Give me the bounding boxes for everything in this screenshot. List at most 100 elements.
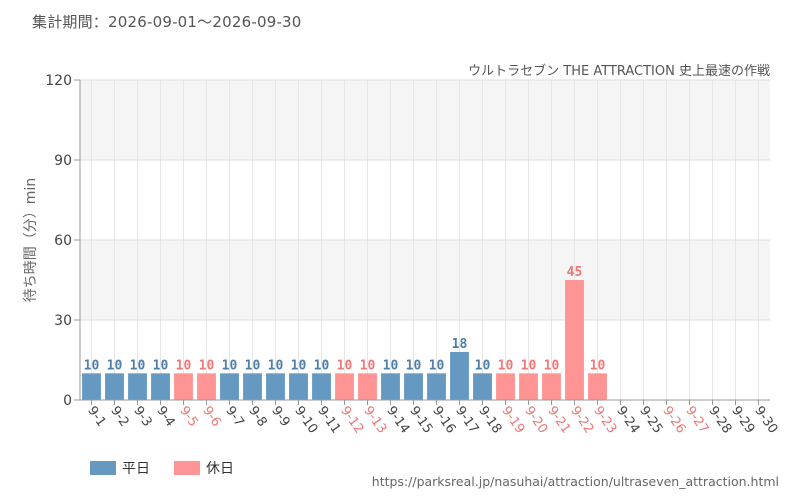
bar [82,373,101,400]
bar [174,373,193,400]
legend-swatch-weekday [90,461,116,475]
bar [335,373,354,400]
y-tick-label: 90 [54,153,72,169]
x-tick-label: 9-8 [245,404,269,430]
value-label: 10 [291,358,307,373]
x-tick-label: 9-23 [590,404,619,437]
x-tick-label: 9-16 [429,404,458,437]
bar [427,373,446,400]
x-tick-label: 9-28 [705,404,734,437]
bar [404,373,423,400]
value-label: 10 [429,358,445,373]
value-label: 10 [107,358,123,373]
x-tick-label: 9-13 [360,404,389,437]
bar [496,373,515,400]
x-tick-label: 9-15 [406,404,435,437]
value-label: 10 [84,358,100,373]
period-label: 集計期間：2026-09-01～2026-09-30 [32,13,302,31]
x-tick-label: 9-21 [544,404,573,437]
legend-item-holiday: 休日 [174,458,234,478]
x-tick-label: 9-14 [383,404,412,437]
bar [519,373,538,400]
y-tick-label: 60 [54,233,72,249]
x-tick-label: 9-18 [475,404,504,437]
bar [588,373,607,400]
bar [473,373,492,400]
bar [197,373,216,400]
x-tick-label: 9-2 [107,404,131,430]
value-label: 10 [153,358,169,373]
x-tick-label: 9-20 [521,404,550,437]
value-label: 10 [475,358,491,373]
value-label: 10 [222,358,238,373]
bar [128,373,147,400]
value-label: 10 [314,358,330,373]
source-url[interactable]: https://parksreal.jp/nasuhai/attraction/… [371,474,779,489]
x-tick-label: 9-3 [130,404,154,430]
value-labels: 10 10 10 10 10 10 10 10 10 10 10 10 10 10 10 10 18 10 10 10… [84,265,606,373]
vertical-gridlines [91,80,759,400]
x-tick-label: 9-10 [291,404,320,437]
chart-title: ウルトラセブン THE ATTRACTION 史上最速の作戦 [468,63,770,79]
bar [565,280,584,400]
x-tick-label: 9-11 [314,404,343,437]
legend-label-weekday: 平日 [122,461,150,477]
value-label: 10 [498,358,514,373]
x-tick-label: 9-25 [636,404,665,437]
x-tick-label: 9-19 [498,404,527,437]
value-label: 10 [590,358,606,373]
x-tick-label: 9-6 [199,404,223,430]
bar [151,373,170,400]
y-tick-labels: 0 30 60 90 120 [45,73,72,409]
bar [266,373,285,400]
x-tick-label: 9-12 [337,404,366,437]
value-label: 45 [567,265,583,280]
x-tick-label: 9-30 [751,404,780,437]
x-tick-label: 9-22 [567,404,596,437]
value-label: 10 [176,358,192,373]
bar [220,373,239,400]
value-label: 10 [360,358,376,373]
legend-item-weekday: 平日 [90,458,150,478]
x-tick-label: 9-27 [682,404,711,437]
value-label: 10 [406,358,422,373]
grid-band [80,80,770,160]
grid-band [80,240,770,320]
grid-band [80,320,770,400]
value-label: 18 [452,337,468,352]
legend-swatch-holiday [174,461,200,475]
x-tick-label: 9-1 [84,404,108,430]
bar [289,373,308,400]
legend-label-holiday: 休日 [206,461,234,477]
x-tick-labels: 9-19-29-39-49-59-69-79-89-99-109-119-129… [84,400,780,436]
grid-bands [80,80,770,400]
y-axis-label: 待ち時間（分）min [23,178,39,302]
legend: 平日 休日 [90,458,258,478]
x-tick-label: 9-4 [153,404,177,430]
x-tick-label: 9-5 [176,404,200,430]
bar [542,373,561,400]
value-label: 10 [383,358,399,373]
bar [450,352,469,400]
x-tick-label: 9-24 [613,404,642,437]
value-label: 10 [268,358,284,373]
y-tick-label: 120 [45,73,72,89]
value-label: 10 [337,358,353,373]
x-tick-label: 9-7 [222,404,246,430]
grid-band [80,160,770,240]
bar [312,373,331,400]
bars [82,280,607,400]
bar [243,373,262,400]
y-tick-label: 0 [63,393,72,409]
bar [381,373,400,400]
value-label: 10 [199,358,215,373]
value-label: 10 [245,358,261,373]
value-label: 10 [544,358,560,373]
value-label: 10 [521,358,537,373]
x-tick-label: 9-29 [728,404,757,437]
bar [105,373,124,400]
x-tick-label: 9-26 [659,404,688,437]
x-tick-label: 9-9 [268,404,292,430]
bar [358,373,377,400]
